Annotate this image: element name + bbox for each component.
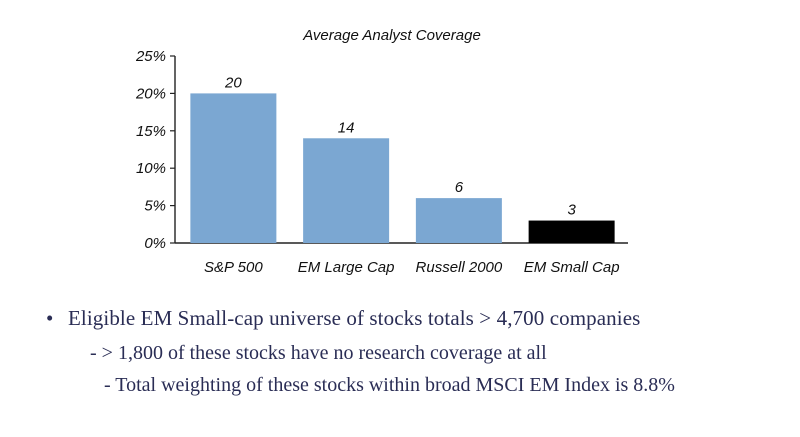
y-tick-label: 0% [144, 235, 166, 252]
x-category-label: EM Large Cap [298, 259, 395, 276]
sub-bullet-2: - Total weighting of these stocks within… [104, 374, 675, 396]
bar [415, 198, 502, 243]
x-category-label: Russell 2000 [416, 259, 503, 276]
bar [190, 93, 277, 244]
y-tick-label: 5% [144, 198, 166, 215]
y-tick-label: 10% [136, 160, 166, 177]
bar-value-label: 14 [338, 119, 355, 136]
bar-value-label: 3 [567, 202, 576, 219]
bar-value-label: 6 [455, 179, 464, 196]
bullet-icon: • [46, 306, 54, 330]
sub-bullet-1: - > 1,800 of these stocks have no resear… [90, 342, 547, 364]
chart-title: Average Analyst Coverage [302, 27, 481, 44]
x-category-label: EM Small Cap [524, 259, 620, 276]
y-tick-label: 25% [135, 48, 166, 65]
bar [528, 220, 615, 243]
bar-chart: Average Analyst Coverage 0% 5% 10% 15% 20% 25… [135, 27, 628, 276]
bar-value-label: 20 [224, 74, 242, 91]
y-tick-label: 20% [135, 85, 166, 102]
bar [303, 138, 390, 243]
x-category-label: S&P 500 [204, 259, 263, 276]
bullet-main-text: Eligible EM Small-cap universe of stocks… [68, 306, 641, 330]
y-axis: 0% 5% 10% 15% 20% 25% [135, 48, 628, 252]
x-axis-labels: S&P 500 EM Large Cap Russell 2000 EM Small … [204, 259, 620, 276]
bullet-main: • Eligible EM Small-cap universe of stock… [46, 306, 640, 331]
bars: 20 14 6 3 [190, 74, 615, 244]
y-tick-label: 15% [136, 123, 166, 140]
